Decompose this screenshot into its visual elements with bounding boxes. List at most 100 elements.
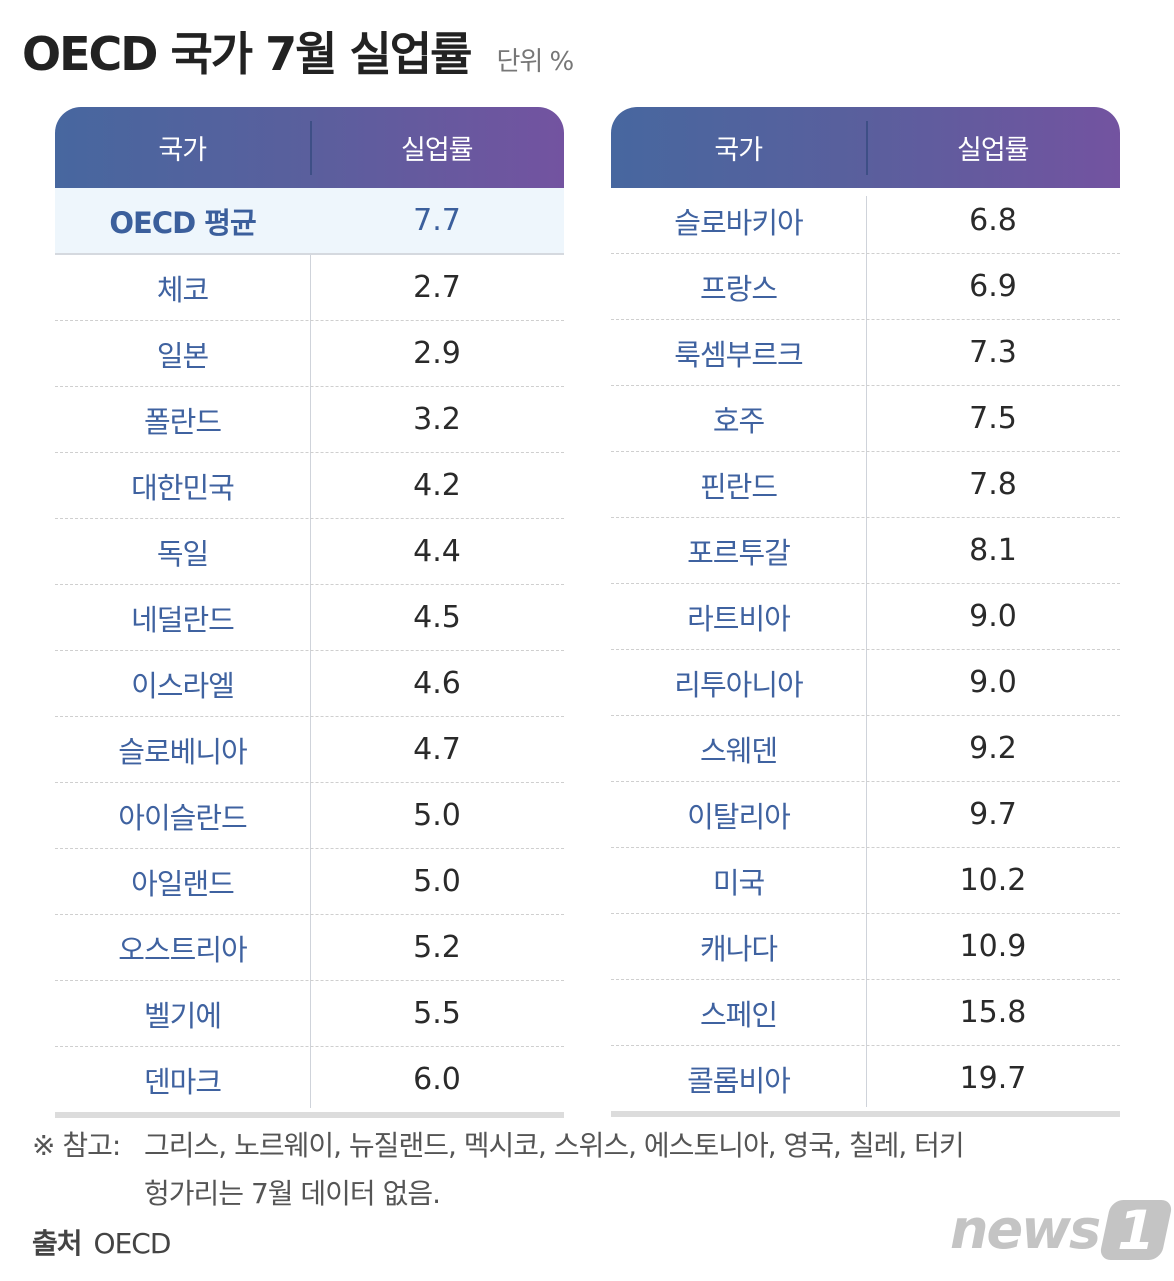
country-cell: 슬로베니아	[118, 734, 247, 769]
table-row: 아일랜드 5.0	[55, 849, 564, 915]
table-row: 룩셈부르크 7.3	[611, 320, 1120, 386]
table-row: 체코 2.7	[55, 255, 564, 321]
left-table: 국가 실업률 OECD 평균 7.7 체코 2.7 일본 2.9 폴란드 3.2 대한민…	[55, 107, 564, 1118]
table-bottom-bar	[55, 1112, 564, 1118]
table-row: 핀란드 7.8	[611, 452, 1120, 518]
rate-cell: 7.8	[969, 467, 1017, 502]
table-row: 폴란드 3.2	[55, 387, 564, 453]
table-header: 국가 실업률	[55, 107, 564, 188]
country-cell: 캐나다	[699, 931, 778, 966]
rate-cell: 7.7	[413, 203, 461, 238]
rate-cell: 6.0	[413, 1062, 461, 1097]
unit-label: 단위 %	[496, 47, 574, 77]
logo-badge-icon: 1	[1098, 1198, 1174, 1261]
rate-cell: 2.7	[413, 270, 461, 305]
header-divider	[310, 121, 312, 175]
country-cell: 아일랜드	[131, 866, 235, 901]
column-header-rate: 실업률	[400, 135, 474, 166]
country-cell: 포르투갈	[687, 535, 791, 570]
country-cell: OECD 평균	[109, 205, 256, 240]
rate-cell: 6.8	[969, 203, 1017, 238]
country-cell: 스웨덴	[699, 733, 778, 768]
table-row: 콜롬비아 19.7	[611, 1046, 1120, 1111]
country-cell: 이탈리아	[687, 799, 791, 834]
rate-cell: 9.0	[969, 599, 1017, 634]
rate-cell: 15.8	[959, 995, 1027, 1030]
country-cell: 네덜란드	[131, 602, 235, 637]
country-cell: 프랑스	[699, 271, 778, 306]
country-cell: 폴란드	[143, 404, 222, 439]
table-row: 독일 4.4	[55, 519, 564, 585]
country-cell: 오스트리아	[118, 932, 247, 967]
country-cell: 핀란드	[699, 469, 778, 504]
news1-logo: news 1	[950, 1198, 1174, 1261]
rate-cell: 4.6	[413, 666, 461, 701]
column-header-country: 국가	[158, 135, 207, 166]
rate-cell: 9.2	[969, 731, 1017, 766]
country-cell: 스페인	[699, 997, 778, 1032]
footnote-line-1: 그리스, 노르웨이, 뉴질랜드, 멕시코, 스위스, 에스토니아, 영국, 칠레…	[144, 1129, 965, 1162]
table-row: 캐나다 10.9	[611, 914, 1120, 980]
table-row: 슬로베니아 4.7	[55, 717, 564, 783]
country-cell: 독일	[156, 536, 209, 571]
country-cell: 대한민국	[131, 470, 235, 505]
rate-cell: 10.9	[959, 929, 1027, 964]
table-body: OECD 평균 7.7 체코 2.7 일본 2.9 폴란드 3.2 대한민국 4.2 독일…	[55, 188, 564, 1112]
table-row: 덴마크 6.0	[55, 1047, 564, 1112]
country-cell: 룩셈부르크	[674, 337, 803, 372]
country-cell: 리투아니아	[674, 667, 803, 702]
table-row: 리투아니아 9.0	[611, 650, 1120, 716]
table-row: 네덜란드 4.5	[55, 585, 564, 651]
header-divider	[866, 121, 868, 175]
column-header-rate: 실업률	[956, 135, 1030, 166]
rate-cell: 5.5	[413, 996, 461, 1031]
country-cell: 슬로바키아	[674, 205, 803, 240]
footnote-line-2: 헝가리는 7월 데이터 없음.	[144, 1177, 441, 1210]
country-cell: 일본	[156, 338, 209, 373]
table-row: 라트비아 9.0	[611, 584, 1120, 650]
table-bottom-bar	[611, 1111, 1120, 1117]
column-divider	[310, 196, 311, 1108]
rate-cell: 2.9	[413, 336, 461, 371]
country-cell: 콜롬비아	[687, 1063, 791, 1098]
table-row: 대한민국 4.2	[55, 453, 564, 519]
footnote-prefix: ※ 참고:	[32, 1129, 121, 1162]
table-row: 이탈리아 9.7	[611, 782, 1120, 848]
source-label: 출처	[32, 1227, 83, 1260]
source-value: OECD	[93, 1227, 172, 1260]
table-row: 아이슬란드 5.0	[55, 783, 564, 849]
table-row: 오스트리아 5.2	[55, 915, 564, 981]
country-cell: 라트비아	[687, 601, 791, 636]
rate-cell: 19.7	[959, 1061, 1027, 1096]
table-row: 일본 2.9	[55, 321, 564, 387]
page-title: OECD 국가 7월 실업률	[22, 27, 472, 81]
footnote: ※ 참고: 그리스, 노르웨이, 뉴질랜드, 멕시코, 스위스, 에스토니아, 영…	[32, 1122, 965, 1218]
column-divider	[866, 196, 867, 1107]
table-row: 스웨덴 9.2	[611, 716, 1120, 782]
rate-cell: 6.9	[969, 269, 1017, 304]
logo-text: news	[950, 1198, 1101, 1261]
country-cell: 벨기에	[143, 998, 222, 1033]
table-row: 미국 10.2	[611, 848, 1120, 914]
table-row: 프랑스 6.9	[611, 254, 1120, 320]
country-cell: 체코	[156, 272, 209, 307]
country-cell: 미국	[712, 865, 765, 900]
source: 출처 OECD	[32, 1222, 172, 1262]
table-header: 국가 실업률	[611, 107, 1120, 188]
table-row: 슬로바키아 6.8	[611, 188, 1120, 254]
rate-cell: 5.0	[413, 864, 461, 899]
table-row-oecd-average: OECD 평균 7.7	[55, 188, 564, 255]
table-row: 벨기에 5.5	[55, 981, 564, 1047]
rate-cell: 4.7	[413, 732, 461, 767]
table-row: 포르투갈 8.1	[611, 518, 1120, 584]
rate-cell: 8.1	[969, 533, 1017, 568]
rate-cell: 7.3	[969, 335, 1017, 370]
rate-cell: 5.2	[413, 930, 461, 965]
country-cell: 이스라엘	[131, 668, 235, 703]
right-table: 국가 실업률 슬로바키아 6.8 프랑스 6.9 룩셈부르크 7.3 호주 7.5 핀란…	[611, 107, 1120, 1117]
rate-cell: 5.0	[413, 798, 461, 833]
table-row: 이스라엘 4.6	[55, 651, 564, 717]
rate-cell: 9.7	[969, 797, 1017, 832]
rate-cell: 4.5	[413, 600, 461, 635]
rate-cell: 4.2	[413, 468, 461, 503]
